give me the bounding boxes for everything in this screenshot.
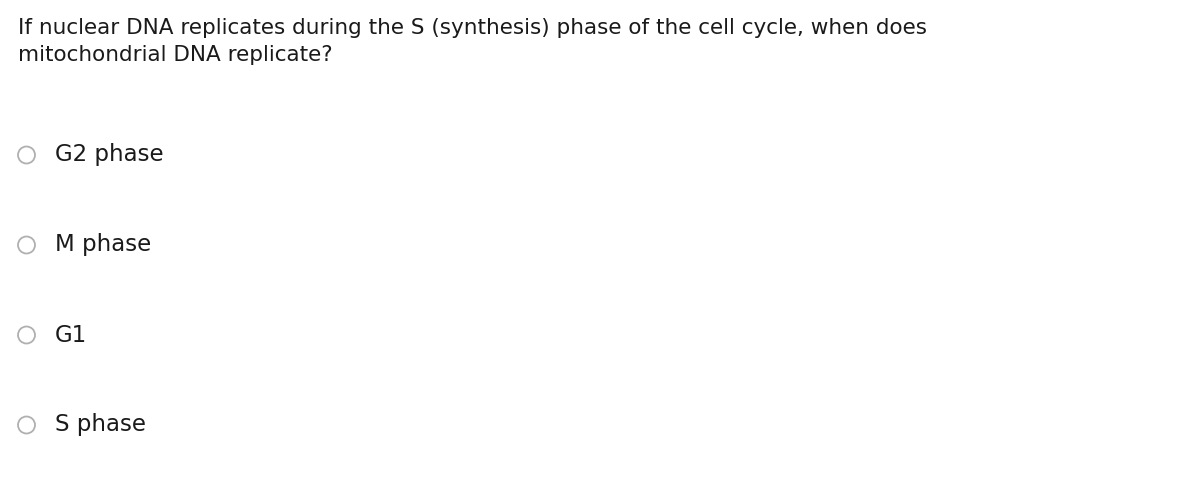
Text: S phase: S phase — [55, 413, 146, 436]
Text: If nuclear DNA replicates during the S (synthesis) phase of the cell cycle, when: If nuclear DNA replicates during the S (… — [18, 18, 928, 65]
Text: G2 phase: G2 phase — [55, 143, 163, 166]
Text: M phase: M phase — [55, 234, 151, 256]
Text: G1: G1 — [55, 324, 88, 347]
